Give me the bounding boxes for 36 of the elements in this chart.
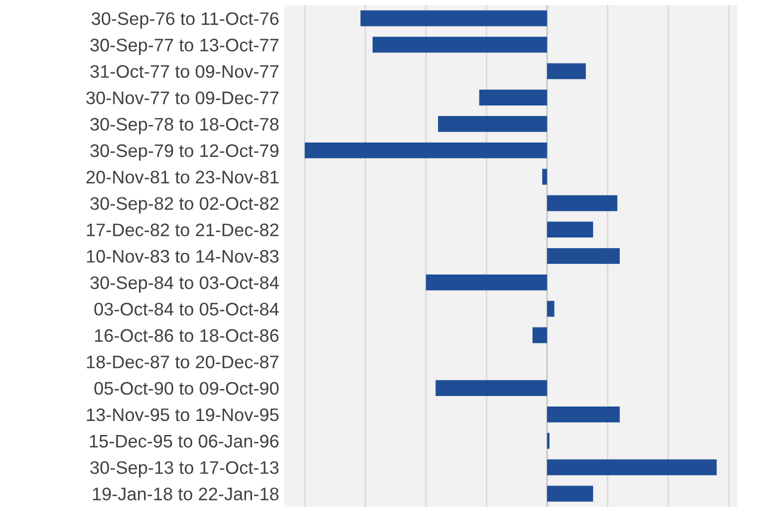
y-tick-label: 19-Jan-18 to 22-Jan-18 xyxy=(92,488,279,500)
y-tick-label: 13-Nov-95 to 19-Nov-95 xyxy=(87,408,279,422)
y-tick-label: 30-Sep-13 to 17-Oct-13 xyxy=(90,461,279,478)
y-tick-label: 30-Sep-77 to 13-Oct-77 xyxy=(90,38,278,56)
bar xyxy=(547,486,594,502)
bar xyxy=(479,90,548,106)
y-tick-label: 18-Dec-87 to 20-Dec-87 xyxy=(87,356,278,368)
bar xyxy=(438,116,548,132)
y-tick-label: 30-Sep-76 to 11-Oct-76 xyxy=(92,12,279,29)
bar xyxy=(547,248,620,264)
bar xyxy=(547,406,620,422)
y-tick-label: 15-Dec-95 to 06-Jan-96 xyxy=(90,434,279,448)
y-tick-label: 31-Oct-77 to 09-Nov-77 xyxy=(90,65,278,78)
bar xyxy=(436,380,548,396)
y-tick-label: 30-Nov-77 to 09-Dec-77 xyxy=(86,91,278,104)
bar xyxy=(547,459,717,476)
bar xyxy=(532,327,548,344)
y-tick-label: 30-Sep-79 to 12-Oct-79 xyxy=(90,144,278,161)
bar xyxy=(426,274,548,290)
bar xyxy=(547,222,594,238)
y-tick-label: 20-Nov-81 to 23-Nov-81 xyxy=(86,170,278,184)
bar xyxy=(542,168,548,185)
bar xyxy=(360,10,548,26)
y-tick-label: 17-Dec-82 to 21-Dec-82 xyxy=(87,224,278,236)
bar xyxy=(547,63,586,80)
y-tick-label: 16-Oct-86 to 18-Oct-86 xyxy=(95,329,279,342)
bar xyxy=(547,300,554,317)
y-tick-label: 30-Sep-84 to 03-Oct-84 xyxy=(90,276,279,293)
y-tick-label: 30-Sep-78 to 18-Oct-78 xyxy=(90,118,279,134)
y-tick-label: 05-Oct-90 to 09-Oct-90 xyxy=(94,382,279,395)
bar xyxy=(304,142,548,158)
y-tick-label: 30-Sep-82 to 02-Oct-82 xyxy=(90,197,278,214)
bar xyxy=(372,36,548,53)
bar xyxy=(547,195,618,212)
y-tick-label: 03-Oct-84 to 05-Oct-84 xyxy=(94,302,279,316)
y-tick-label: 10-Nov-83 to 14-Nov-83 xyxy=(87,250,279,263)
